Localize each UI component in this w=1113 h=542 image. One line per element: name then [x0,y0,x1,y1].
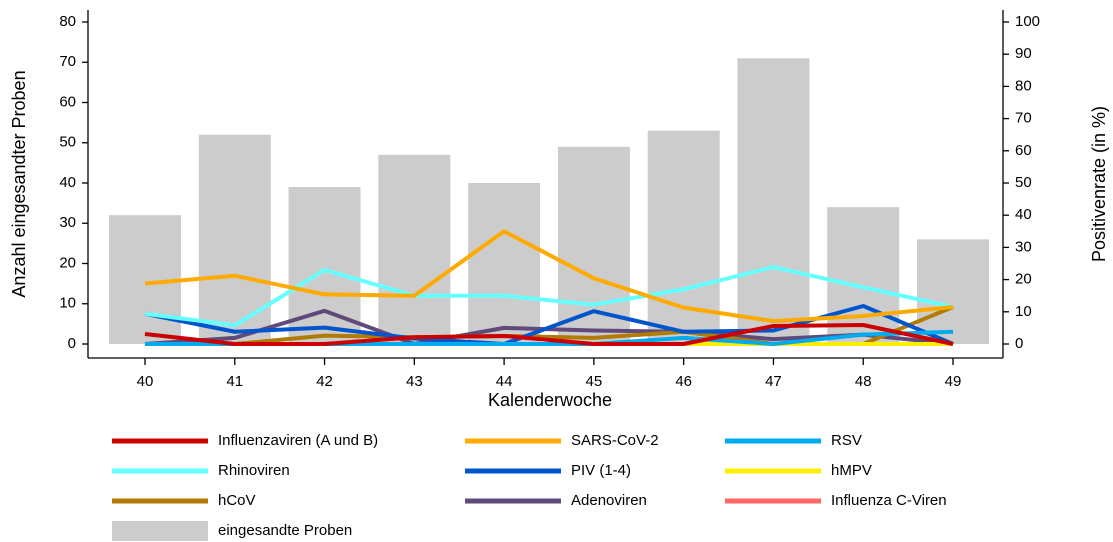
y2-tick-label: 100 [1015,13,1040,30]
legend-label: hMPV [831,462,872,479]
legend-label: Rhinoviren [218,462,290,479]
x-tick-label: 49 [945,373,962,390]
x-tick-label: 40 [137,373,154,390]
y-tick-label: 0 [68,335,76,352]
bar [917,239,989,344]
y-tick-label: 10 [59,295,76,312]
bar [557,146,630,344]
x-tick-label: 48 [855,373,872,390]
legend-label: RSV [831,432,862,449]
series-line [144,323,954,346]
y2-tick-label: 50 [1015,174,1032,191]
x-tick-label: 43 [406,373,423,390]
legend-label: Influenzaviren (A und B) [218,432,378,449]
legend-swatch [112,521,208,541]
legend-label: hCoV [218,492,256,509]
series-line [144,229,954,324]
y-tick-label: 80 [59,13,76,30]
y-tick-label: 30 [59,214,76,231]
x-tick-label: 41 [226,373,243,390]
legend-label: SARS-CoV-2 [571,432,659,449]
x-tick-label: 47 [765,373,782,390]
bar [827,207,900,344]
x-tick-label: 45 [586,373,603,390]
y2-tick-label: 30 [1015,238,1032,255]
x-tick-label: 44 [496,373,513,390]
legend-label: PIV (1-4) [571,462,631,479]
legend-label: Influenza C-Viren [831,492,947,509]
x-axis-label: Kalenderwoche [488,390,612,410]
x-tick-label: 46 [675,373,692,390]
bar [468,183,541,344]
bar [737,58,810,344]
y-axis-label: Anzahl eingesandter Proben [9,70,29,297]
y2-tick-label: 20 [1015,271,1032,288]
y-tick-label: 60 [59,93,76,110]
y2-tick-label: 0 [1015,335,1023,352]
bar [198,134,271,344]
y2-tick-label: 60 [1015,142,1032,159]
y2-tick-label: 40 [1015,206,1032,223]
x-tick-label: 42 [316,373,333,390]
y-tick-label: 20 [59,254,76,271]
y2-tick-label: 70 [1015,110,1032,127]
series-line [144,265,954,328]
y-tick-label: 40 [59,174,76,191]
legend-label: eingesandte Proben [218,522,352,539]
y2-tick-label: 80 [1015,77,1032,94]
bar [378,154,451,344]
y2-axis-label: Positivenrate (in %) [1089,106,1109,262]
y-tick-label: 50 [59,134,76,151]
y2-tick-label: 90 [1015,45,1032,62]
y-tick-label: 70 [59,53,76,70]
legend-label: Adenoviren [571,492,647,509]
y2-tick-label: 10 [1015,303,1032,320]
